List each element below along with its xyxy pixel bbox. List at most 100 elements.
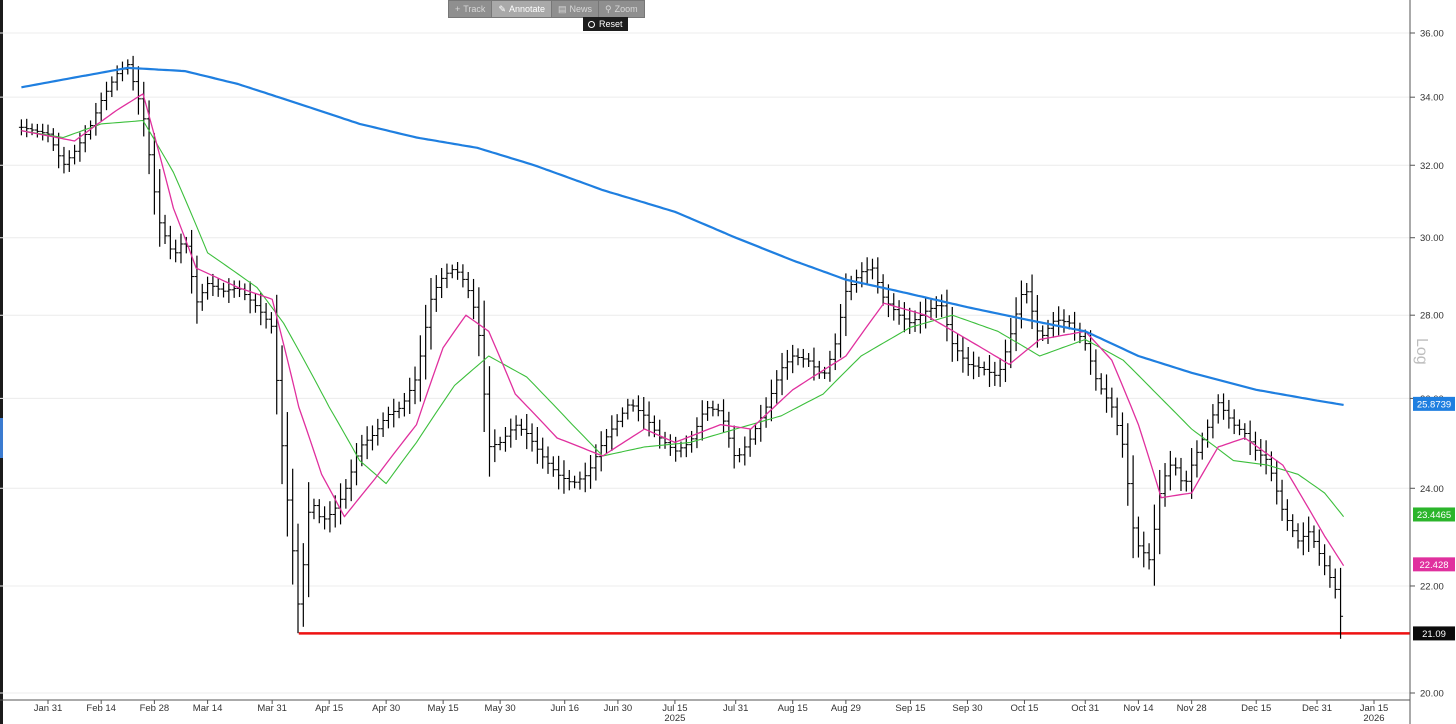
- price-bar: [1146, 543, 1152, 570]
- price-bar: [880, 274, 886, 306]
- price-bar: [167, 225, 173, 260]
- x-tick-label: Mar 14: [193, 703, 223, 714]
- price-bar: [1300, 522, 1306, 556]
- price-bar: [1338, 567, 1344, 639]
- price-bar: [338, 483, 344, 525]
- price-bar: [93, 102, 99, 136]
- price-bar: [24, 118, 30, 138]
- price-bar: [1258, 439, 1264, 467]
- price-bar: [157, 169, 163, 247]
- price-bar: [231, 280, 237, 298]
- y-tick-label: 22.00: [1420, 581, 1444, 592]
- price-bar: [981, 361, 987, 376]
- price-bar: [614, 414, 620, 437]
- price-bar: [1215, 394, 1221, 424]
- price-bar: [401, 392, 407, 417]
- price-bar: [412, 366, 418, 405]
- price-bar: [838, 304, 844, 358]
- price-bar: [721, 399, 727, 433]
- price-bar: [194, 255, 200, 324]
- price-bar: [779, 352, 785, 396]
- price-bar: [1205, 419, 1211, 448]
- price-bar: [380, 412, 386, 437]
- price-bar: [917, 301, 923, 334]
- value-tag-text: 21.09: [1422, 629, 1446, 640]
- price-bar: [146, 100, 152, 175]
- value-tag: 21.09: [1413, 626, 1455, 641]
- price-bar: [518, 418, 524, 436]
- reset-button[interactable]: Reset: [583, 17, 628, 31]
- x-tick-label: Apr 30: [372, 703, 400, 714]
- x-tick-label: Sep 15: [895, 703, 925, 714]
- price-bar: [327, 501, 333, 533]
- x-tick-label: Dec 15: [1241, 703, 1271, 714]
- price-bar: [508, 418, 514, 448]
- value-tag: 23.4465: [1413, 507, 1455, 522]
- price-bar: [662, 431, 668, 449]
- price-bar: [912, 310, 918, 332]
- price-bar: [965, 346, 971, 376]
- price-bar: [1162, 463, 1168, 507]
- price-bar: [423, 304, 429, 380]
- ma-long-line: [21, 66, 1344, 406]
- price-bar: [56, 132, 62, 169]
- toolbar-zoom-button[interactable]: ⚲ Zoom: [599, 1, 644, 17]
- news-icon: ▤: [558, 3, 567, 14]
- price-bar: [391, 398, 397, 428]
- price-bar: [369, 425, 375, 451]
- price-bar: [949, 306, 955, 362]
- price-bar: [891, 293, 897, 321]
- y-tick-label: 24.00: [1420, 484, 1444, 495]
- price-bar: [869, 258, 875, 280]
- price-bar: [657, 419, 663, 449]
- x-year-label: 2025: [664, 713, 685, 724]
- price-bar: [492, 429, 498, 463]
- toolbar-news-button[interactable]: ▤ News: [552, 1, 600, 17]
- price-bar: [997, 358, 1003, 387]
- price-bar: [742, 436, 748, 466]
- price-bar: [151, 133, 157, 215]
- price-bar: [545, 446, 551, 474]
- price-bar: [641, 397, 647, 429]
- price-bar: [471, 278, 477, 320]
- price-bar: [598, 431, 604, 472]
- price-bar: [322, 506, 328, 530]
- y-tick-label: 30.00: [1420, 233, 1444, 244]
- price-bar: [752, 422, 758, 445]
- toolbar-annotate-button[interactable]: ✎ Annotate: [492, 1, 553, 17]
- price-bar: [1279, 479, 1285, 521]
- price-bar: [428, 277, 434, 350]
- x-tick-label: Mar 31: [257, 703, 287, 714]
- x-tick-label: Jan 15: [1360, 703, 1389, 714]
- price-bar: [460, 264, 466, 288]
- price-bar: [311, 498, 317, 520]
- price-bar: [986, 355, 992, 387]
- reset-label: Reset: [599, 19, 623, 29]
- price-bar: [359, 434, 365, 467]
- price-bar: [1008, 318, 1014, 369]
- price-bar: [843, 273, 849, 337]
- price-bar: [1322, 544, 1328, 576]
- price-bar: [971, 351, 977, 380]
- price-bar: [497, 436, 503, 451]
- price-bar: [1189, 448, 1195, 499]
- price-bar: [1226, 399, 1232, 429]
- price-bar: [731, 425, 737, 469]
- y-tick-label: 36.00: [1420, 29, 1444, 40]
- plus-icon: +: [455, 3, 461, 14]
- x-year-label: 2026: [1363, 713, 1384, 724]
- price-bar: [540, 437, 546, 469]
- price-bar: [667, 434, 673, 456]
- price-bar: [534, 426, 540, 464]
- price-bar: [486, 366, 492, 477]
- x-tick-label: Nov 14: [1123, 703, 1153, 714]
- ma-mid-line: [21, 119, 1345, 518]
- toolbar-button-label: News: [569, 4, 593, 14]
- price-bar: [354, 443, 360, 486]
- price-bar: [375, 418, 381, 446]
- toolbar-track-button[interactable]: + Track: [449, 1, 493, 17]
- price-bar: [635, 395, 641, 422]
- price-bar: [1284, 499, 1290, 531]
- price-bar: [832, 333, 838, 371]
